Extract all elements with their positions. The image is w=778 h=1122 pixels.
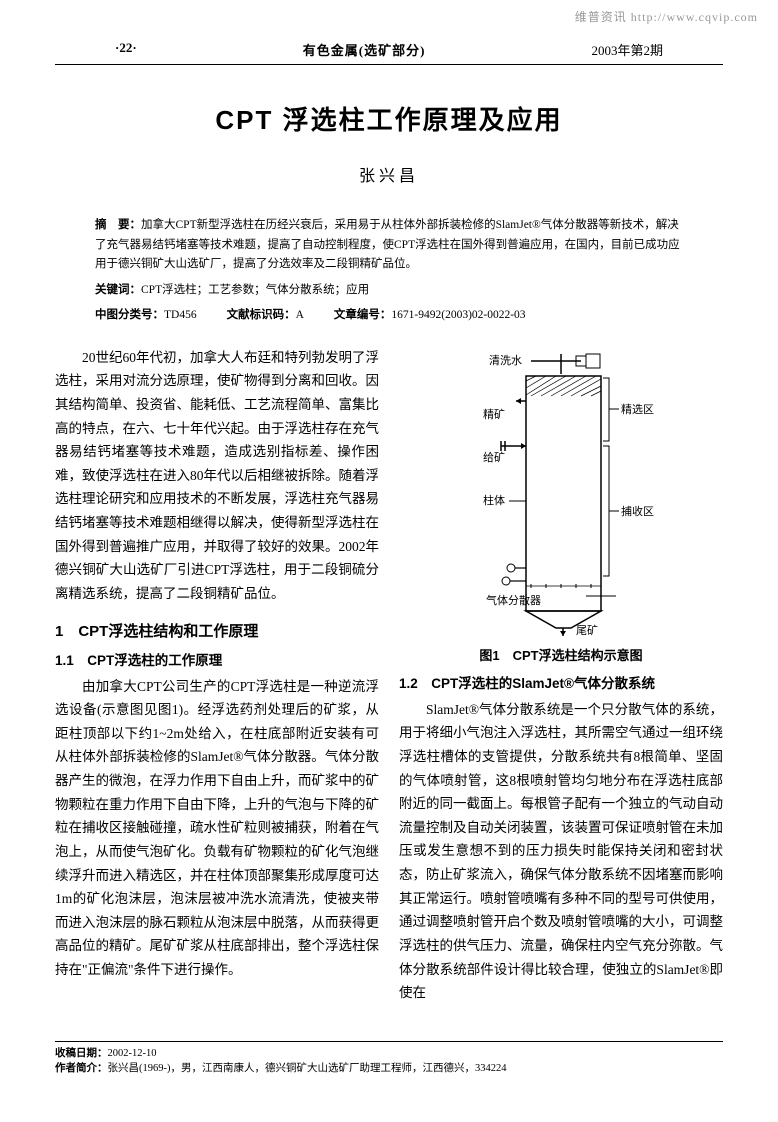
section1-2-text: SlamJet®气体分散系统是一个只分散气体的系统，用于将细小气泡注入浮选柱，其… bbox=[399, 698, 723, 1005]
abstract-text: 摘 要：加拿大CPT新型浮选柱在历经兴衰后，采用易于从柱体外部拆装检修的Slam… bbox=[95, 216, 683, 275]
intro-paragraph: 20世纪60年代初，加拿大人布廷和特列勃发明了浮选柱，采用对流分选原理，使矿物得… bbox=[55, 346, 379, 606]
clc: 中图分类号：TD456 bbox=[95, 306, 197, 326]
author-bio: 作者简介：张兴昌(1969-)，男，江西南康人，德兴铜矿大山选矿厂助理工程师，江… bbox=[55, 1061, 723, 1077]
label-wash-water: 清洗水 bbox=[489, 354, 522, 367]
journal-name: 有色金属(选矿部分) bbox=[303, 40, 426, 59]
issue-info: 2003年第2期 bbox=[591, 40, 663, 59]
keywords-line: 关键词：CPT浮选柱；工艺参数；气体分散系统；应用 bbox=[95, 281, 683, 301]
section1-2-heading: 1.2 CPT浮选柱的SlamJet®气体分散系统 bbox=[399, 672, 723, 692]
right-column: 清洗水 精矿 bbox=[399, 346, 723, 1005]
label-feed: 给矿 bbox=[483, 451, 505, 464]
abstract-body: 加拿大CPT新型浮选柱在历经兴衰后，采用易于从柱体外部拆装检修的SlamJet®… bbox=[95, 219, 680, 270]
label-concentrate: 精矿 bbox=[483, 408, 505, 421]
paper-title: CPT 浮选柱工作原理及应用 bbox=[0, 100, 778, 137]
label-tailings: 尾矿 bbox=[576, 624, 598, 636]
keywords-text: CPT浮选柱；工艺参数；气体分散系统；应用 bbox=[141, 284, 369, 296]
label-collection-zone: 捕收区 bbox=[621, 504, 654, 518]
page-number: ·22· bbox=[115, 40, 137, 59]
doc-code: 文献标识码：A bbox=[227, 306, 304, 326]
footer: 收稿日期：2002-12-10 作者简介：张兴昌(1969-)，男，江西南康人，… bbox=[55, 1041, 723, 1078]
section1-heading: 1 CPT浮选柱结构和工作原理 bbox=[55, 620, 379, 641]
received-date: 收稿日期：2002-12-10 bbox=[55, 1046, 723, 1062]
keywords-label: 关键词： bbox=[95, 284, 141, 296]
section1-1-heading: 1.1 CPT浮选柱的工作原理 bbox=[55, 649, 379, 669]
figure1: 清洗水 精矿 bbox=[399, 346, 723, 664]
content-area: 20世纪60年代初，加拿大人布廷和特列勃发明了浮选柱，采用对流分选原理，使矿物得… bbox=[55, 346, 723, 1005]
abstract-block: 摘 要：加拿大CPT新型浮选柱在历经兴衰后，采用易于从柱体外部拆装检修的Slam… bbox=[95, 216, 683, 326]
section1-1-text: 由加拿大CPT公司生产的CPT浮选柱是一种逆流浮选设备(示意图见图1)。经浮选药… bbox=[55, 675, 379, 982]
left-column: 20世纪60年代初，加拿大人布廷和特列勃发明了浮选柱，采用对流分选原理，使矿物得… bbox=[55, 346, 379, 1005]
column-diagram: 清洗水 精矿 bbox=[431, 346, 691, 636]
article-id: 文章编号：1671-9492(2003)02-0022-03 bbox=[334, 306, 526, 326]
label-cleaning-zone: 精选区 bbox=[621, 403, 654, 416]
label-gas-sparger: 气体分散器 bbox=[486, 593, 541, 607]
author: 张兴昌 bbox=[0, 162, 778, 186]
figure1-caption: 图1 CPT浮选柱结构示意图 bbox=[399, 645, 723, 664]
abstract-label: 摘 要： bbox=[95, 219, 141, 231]
classification-line: 中图分类号：TD456 文献标识码：A 文章编号：1671-9492(2003)… bbox=[95, 306, 683, 326]
watermark: 维普资讯 http://www.cqvip.com bbox=[575, 8, 758, 25]
label-column: 柱体 bbox=[483, 493, 505, 507]
